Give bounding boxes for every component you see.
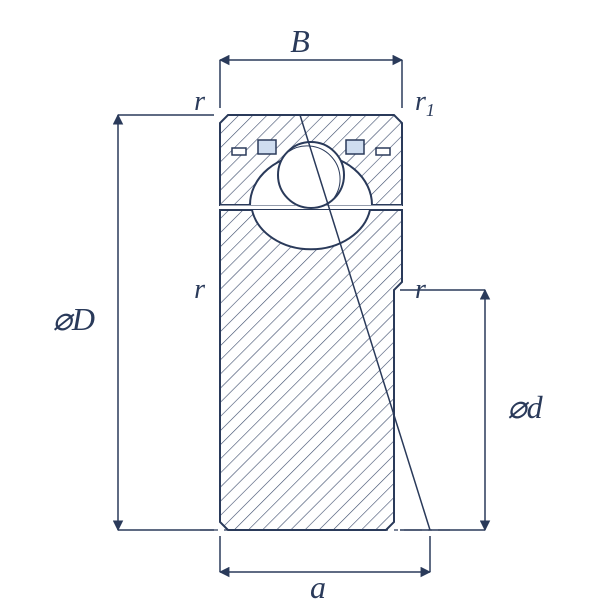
label-r1-top-right: r1 bbox=[415, 86, 435, 120]
label-d: ⌀d bbox=[507, 389, 543, 425]
bearing-diagram: B ⌀D ⌀d a r r1 r r bbox=[0, 0, 600, 600]
label-B: B bbox=[290, 23, 310, 59]
label-a: a bbox=[310, 569, 326, 600]
inner-ring bbox=[220, 210, 402, 530]
label-r-mid-left: r bbox=[194, 274, 205, 305]
label-r-top-left: r bbox=[194, 86, 205, 117]
label-D: ⌀D bbox=[53, 301, 95, 337]
label-r-mid-right: r bbox=[415, 274, 426, 305]
